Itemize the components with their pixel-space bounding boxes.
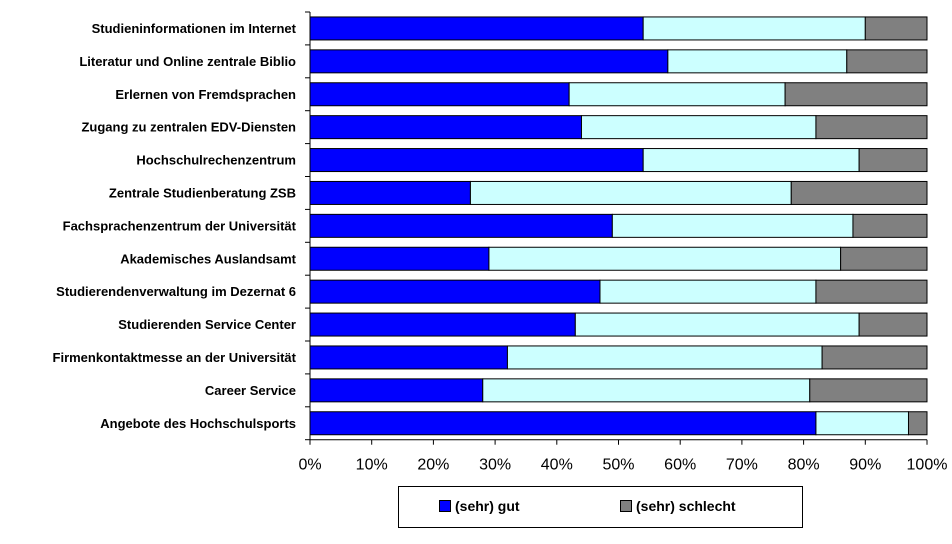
bar-segment-2 (815, 115, 928, 140)
legend-swatch-sehr-gut (439, 500, 451, 512)
category-label: Studieninformationen im Internet (92, 21, 297, 36)
category-label: Career Service (205, 383, 296, 398)
bar-segment-0 (309, 411, 817, 436)
bar-segment-2 (784, 82, 928, 107)
x-tick-label: 30% (479, 457, 511, 470)
bar-segment-2 (815, 279, 928, 304)
category-label: Zentrale Studienberatung ZSB (109, 185, 296, 200)
bar-segment-1 (611, 213, 854, 238)
bar-segment-0 (309, 213, 613, 238)
bar-segment-1 (469, 180, 792, 205)
x-tick-label: 20% (417, 457, 449, 470)
legend-label-sehr-gut: (sehr) gut (455, 498, 520, 514)
category-label: Erlernen von Fremdsprachen (115, 87, 296, 102)
bar-segment-2 (858, 312, 928, 337)
legend-label-sehr-schlecht: (sehr) schlecht (636, 498, 736, 514)
bar-segment-1 (667, 49, 848, 74)
bar-segment-1 (482, 378, 811, 403)
bar-segment-1 (574, 312, 860, 337)
bar-segment-1 (642, 148, 860, 173)
x-tick-label: 50% (602, 457, 634, 470)
x-tick-label: 80% (788, 457, 820, 470)
category-label: Literatur und Online zentrale Biblio (79, 54, 296, 69)
bar-segment-0 (309, 312, 576, 337)
category-labels: Studieninformationen im Internet Literatu… (53, 21, 297, 431)
bar-segment-0 (309, 82, 570, 107)
stacked-bar-chart: Studieninformationen im Internet Literatu… (53, 11, 947, 470)
bar-segment-2 (864, 16, 928, 41)
bar-segment-0 (309, 279, 601, 304)
x-tick-label: 90% (849, 457, 881, 470)
legend-item-sehr-gut: (sehr) gut (439, 498, 520, 514)
x-tick-label: 60% (664, 457, 696, 470)
legend-item-sehr-schlecht: (sehr) schlecht (620, 498, 736, 514)
category-label: Firmenkontaktmesse an der Universität (53, 350, 297, 365)
x-tick-label: 100% (907, 457, 948, 470)
bar-segment-0 (309, 148, 644, 173)
category-label: Studierenden Service Center (118, 317, 296, 332)
bar-segment-2 (790, 180, 928, 205)
bar-segment-1 (506, 345, 823, 370)
bar-segment-2 (809, 378, 928, 403)
bar-segment-0 (309, 16, 644, 41)
category-label: Akademisches Auslandsamt (120, 251, 296, 266)
bar-segment-1 (599, 279, 817, 304)
bar-segment-1 (488, 246, 842, 271)
bar-segment-2 (852, 213, 928, 238)
bar-segment-1 (642, 16, 866, 41)
bar-segment-0 (309, 378, 484, 403)
x-tick-label: 10% (356, 457, 388, 470)
bar-segment-2 (840, 246, 928, 271)
bar-segment-0 (309, 345, 508, 370)
bar-segment-1 (580, 115, 817, 140)
bar-segment-1 (815, 411, 909, 436)
bar-segment-2 (821, 345, 928, 370)
category-label: Zugang zu zentralen EDV-Diensten (81, 120, 296, 135)
category-label: Hochschulrechenzentrum (136, 153, 296, 168)
x-tick-label: 40% (541, 457, 573, 470)
legend-swatch-sehr-schlecht (620, 500, 632, 512)
bar-segment-2 (858, 148, 928, 173)
bar-segment-2 (846, 49, 928, 74)
bars-group (309, 16, 928, 436)
bar-segment-0 (309, 49, 669, 74)
bar-segment-0 (309, 115, 582, 140)
axes-group (305, 11, 928, 445)
x-tick-labels: 0% 10% 20% 30% 40% 50% 60% 70% 80% 90% 100% (298, 457, 947, 470)
category-label: Studierendenverwaltung im Dezernat 6 (56, 284, 296, 299)
bar-segment-1 (568, 82, 786, 107)
x-tick-label: 70% (726, 457, 758, 470)
x-tick-label: 0% (298, 457, 321, 470)
bar-segment-2 (907, 411, 928, 436)
bar-segment-0 (309, 180, 471, 205)
category-label: Angebote des Hochschulsports (100, 416, 296, 431)
bar-segment-0 (309, 246, 490, 271)
category-label: Fachsprachenzentrum der Universität (63, 218, 297, 233)
legend: (sehr) gut (sehr) schlecht (398, 486, 803, 528)
